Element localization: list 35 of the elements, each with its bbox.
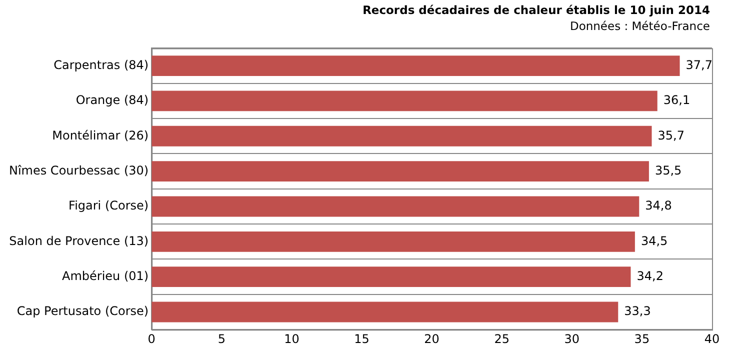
bar	[152, 161, 649, 182]
data-label: 36,1	[663, 93, 690, 108]
bar	[152, 231, 635, 252]
bar	[152, 126, 652, 146]
x-tick-label: 15	[354, 332, 370, 346]
x-tick-label: 10	[284, 332, 300, 346]
x-tick-label: 40	[704, 332, 720, 346]
y-tick-label: Cap Pertusato (Corse)	[16, 304, 149, 318]
y-tick-label: Montélimar (26)	[52, 128, 149, 142]
chart-subtitle: Données : Météo-France	[568, 18, 710, 34]
x-tick-label: 35	[634, 332, 650, 346]
chart-title: Records décadaires de chaleur établis le 10 juin 2014	[362, 2, 710, 18]
bar	[152, 196, 640, 217]
data-label: 34,8	[645, 198, 672, 213]
data-label: 34,5	[640, 234, 668, 248]
bar	[152, 90, 658, 112]
y-tick-label: Carpentras (84)	[54, 58, 149, 72]
x-tick-label: 5	[218, 332, 226, 346]
y-tick-label: Ambérieu (01)	[62, 268, 149, 283]
data-label: 34,2	[636, 268, 664, 283]
x-tick-label: 30	[564, 332, 580, 346]
y-tick-label: Figari (Corse)	[68, 198, 149, 213]
x-tick-label: 20	[424, 332, 440, 346]
x-tick-label: 0	[148, 332, 156, 346]
bar	[152, 266, 631, 288]
data-label: 35,5	[654, 163, 682, 178]
y-tick-label: Nîmes Courbessac (30)	[8, 163, 149, 178]
y-tick-label: Orange (84)	[76, 93, 149, 108]
bar	[152, 56, 680, 76]
data-label: 35,7	[658, 128, 684, 142]
data-label: 33,3	[624, 304, 651, 318]
x-tick-label: 25	[494, 332, 510, 346]
bar	[152, 302, 618, 322]
data-label: 37,7	[686, 58, 712, 72]
y-tick-label: Salon de Provence (13)	[9, 234, 149, 248]
